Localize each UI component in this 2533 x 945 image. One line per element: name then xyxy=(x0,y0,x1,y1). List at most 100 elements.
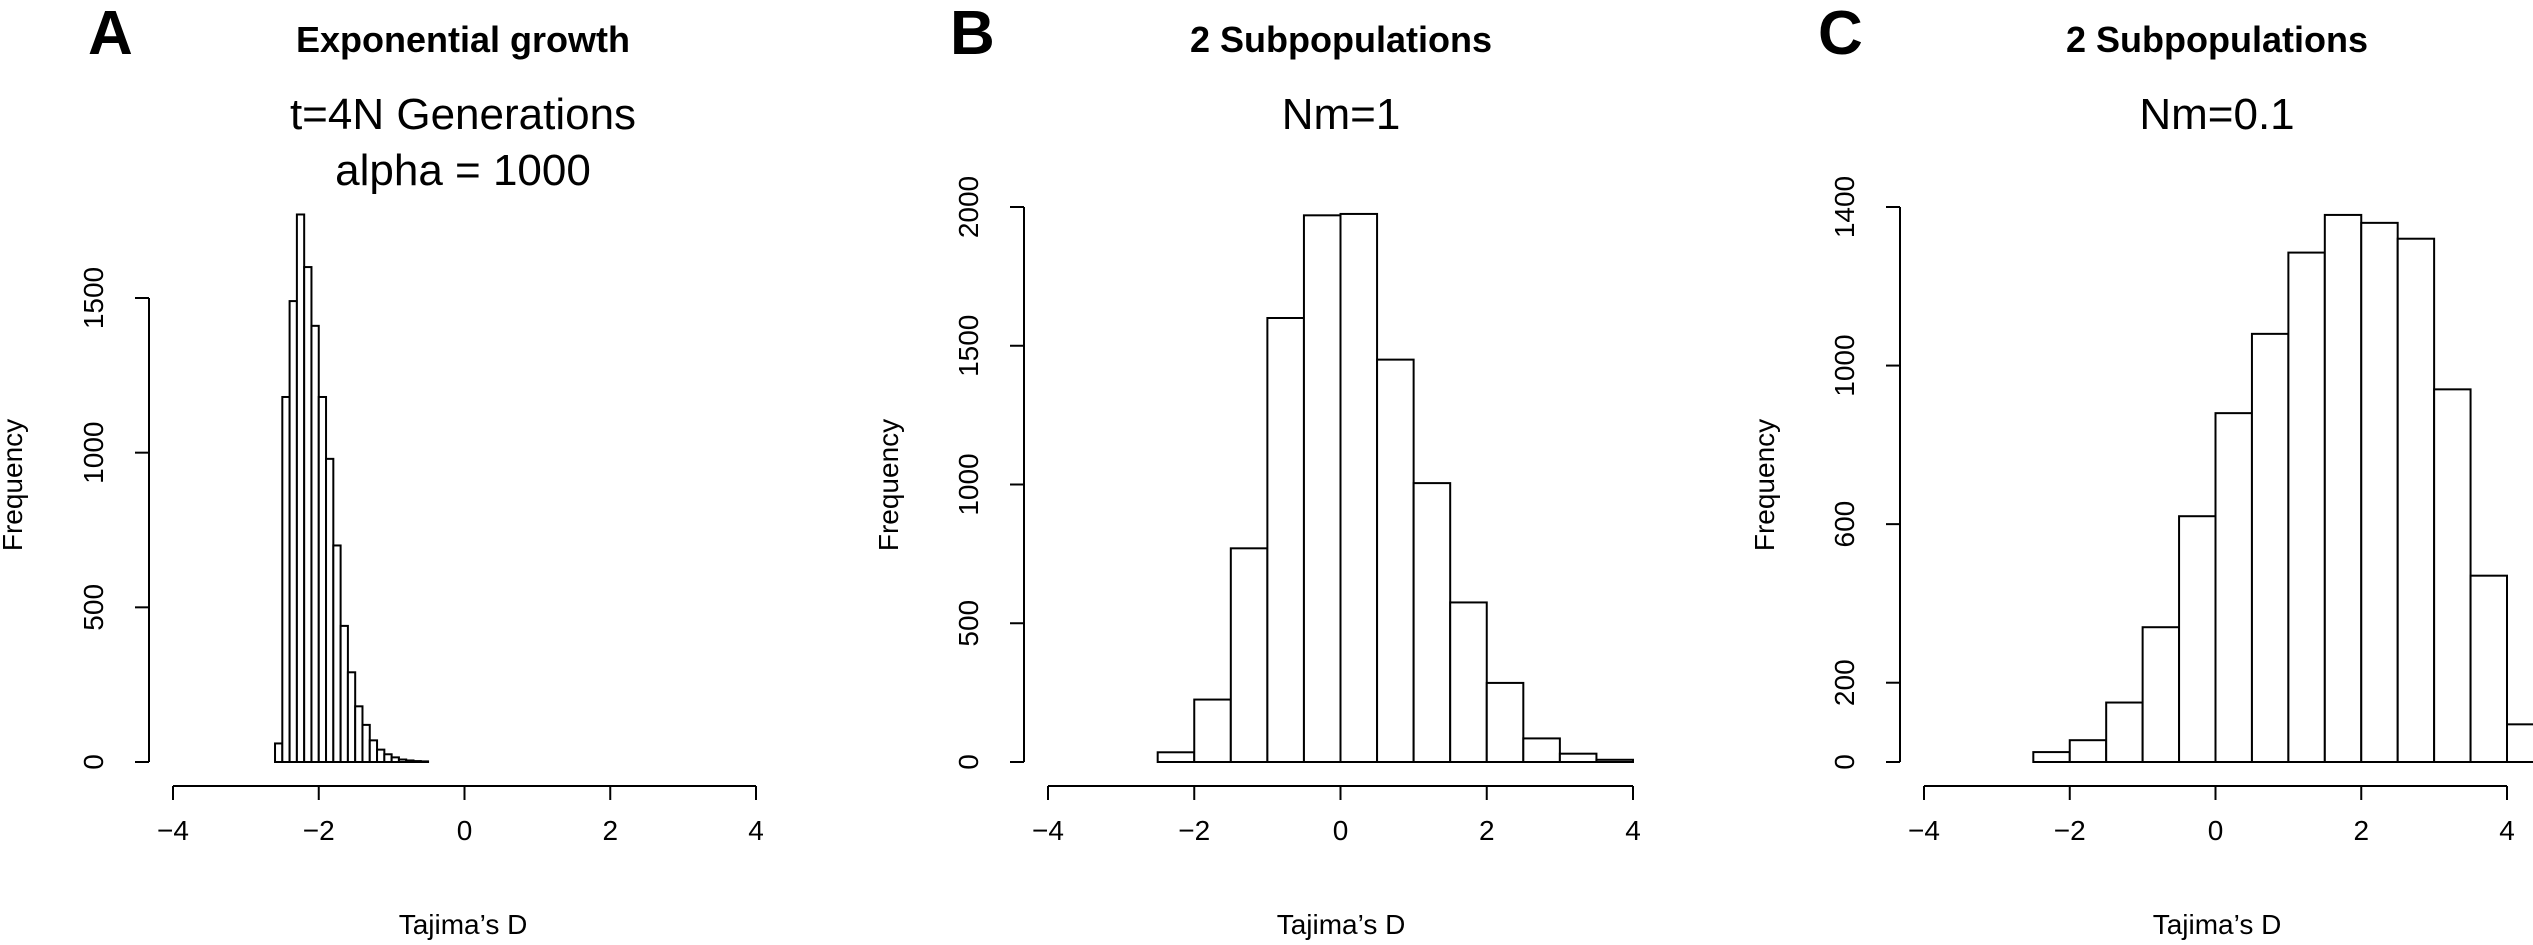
x-tick-label: 4 xyxy=(1625,815,1641,846)
panel-subtitle-line-2: alpha = 1000 xyxy=(335,146,591,195)
panel-letter: B xyxy=(950,0,995,68)
panel-title: Exponential growth xyxy=(296,19,630,60)
histogram-bar xyxy=(1558,752,1598,763)
y-tick-label: 200 xyxy=(1829,659,1860,706)
histogram-bar xyxy=(1193,698,1232,763)
x-tick-label: −4 xyxy=(1032,815,1064,846)
y-tick-label: 1400 xyxy=(1829,176,1860,238)
histogram-bar xyxy=(281,395,291,763)
y-tick-label: 0 xyxy=(78,754,109,770)
histogram-bar xyxy=(2396,237,2436,763)
x-axis: −4 −2 0 2 4 xyxy=(1908,785,2515,846)
histogram-bar xyxy=(303,266,313,763)
x-tick-label: −2 xyxy=(1178,815,1210,846)
histogram-bar xyxy=(310,324,320,763)
x-axis: −4 −2 0 2 4 xyxy=(1032,785,1641,846)
y-tick-label: 1000 xyxy=(78,422,109,484)
y-tick-label: 2000 xyxy=(953,176,984,238)
panel-b: B 2 Subpopulations Nm=1 Tajima’s D Frequ… xyxy=(873,0,1641,940)
bars xyxy=(2032,213,2533,764)
histogram-bar xyxy=(325,457,335,763)
histogram-bar xyxy=(339,624,349,763)
y-axis: 0 200 600 1000 1400 xyxy=(1829,176,1901,770)
y-tick-label: 0 xyxy=(1829,754,1860,770)
y-tick-label: 0 xyxy=(953,754,984,770)
histogram-bar xyxy=(2178,515,2217,764)
y-axis-label: Frequency xyxy=(873,419,904,551)
bars xyxy=(1156,212,1634,764)
histogram-bar xyxy=(2214,412,2253,763)
panel-subtitle-line-1: Nm=0.1 xyxy=(2139,90,2294,139)
histogram-bar xyxy=(1595,758,1634,764)
histogram-bar xyxy=(1485,681,1525,763)
panel-title: 2 Subpopulations xyxy=(1190,19,1492,60)
x-tick-label: −2 xyxy=(2054,815,2086,846)
histogram-bar xyxy=(390,756,400,763)
histogram-bar xyxy=(405,759,415,763)
y-tick-label: 1000 xyxy=(953,453,984,515)
panel-subtitle-line-1: Nm=1 xyxy=(1282,90,1401,139)
y-tick-label: 500 xyxy=(953,600,984,647)
histogram-bar xyxy=(1522,737,1561,763)
histogram-bar xyxy=(397,758,408,763)
x-tick-label: −4 xyxy=(1908,815,1940,846)
panel-c: C 2 Subpopulations Nm=0.1 Tajima’s D Fre… xyxy=(1749,0,2533,940)
x-axis-label: Tajima’s D xyxy=(2153,909,2282,940)
y-tick-label: 1500 xyxy=(78,267,109,329)
histogram-bar xyxy=(2433,388,2472,763)
histogram-bar xyxy=(368,739,379,764)
histogram-bar xyxy=(2068,739,2108,763)
histogram-bar xyxy=(346,671,357,763)
y-axis: 0 500 1000 1500 2000 xyxy=(953,176,1025,770)
panel-a: A Exponential growth t=4N Generations al… xyxy=(0,0,764,940)
x-axis-label: Tajima’s D xyxy=(1277,909,1406,940)
x-tick-label: 4 xyxy=(748,815,764,846)
histogram-bar xyxy=(2360,221,2399,764)
histogram-bar xyxy=(354,705,364,764)
histogram-bar xyxy=(2506,723,2533,764)
x-tick-label: 2 xyxy=(1479,815,1495,846)
histogram-bar xyxy=(1156,751,1196,763)
panel-subtitle-line-1: t=4N Generations xyxy=(290,90,636,139)
histogram-bar xyxy=(2469,574,2508,764)
x-tick-label: 0 xyxy=(1333,815,1349,846)
panel-letter: A xyxy=(88,0,133,68)
histogram-bar xyxy=(419,760,430,764)
histogram-bar xyxy=(274,742,284,764)
x-tick-label: 4 xyxy=(2499,815,2515,846)
y-axis: 0 500 1000 1500 xyxy=(78,267,150,770)
histogram-bar xyxy=(295,213,306,764)
y-tick-label: 1000 xyxy=(1829,334,1860,396)
x-tick-label: 0 xyxy=(457,815,473,846)
histogram-bar xyxy=(383,753,393,763)
y-axis-label: Frequency xyxy=(1749,419,1780,551)
x-tick-label: 2 xyxy=(602,815,618,846)
histogram-bar xyxy=(2141,626,2181,764)
histogram-bar xyxy=(361,723,371,764)
x-tick-label: −2 xyxy=(303,815,335,846)
histogram-bar xyxy=(1302,214,1342,763)
panel-letter: C xyxy=(1818,0,1863,68)
histogram-bar xyxy=(412,760,422,764)
histogram-bar xyxy=(332,544,342,764)
histogram-bar xyxy=(2032,751,2071,764)
x-tick-label: 2 xyxy=(2353,815,2369,846)
histogram-bar xyxy=(1449,601,1488,763)
histogram-bar xyxy=(1412,482,1452,763)
x-tick-label: −4 xyxy=(157,815,189,846)
y-tick-label: 500 xyxy=(78,584,109,631)
histogram-bar xyxy=(317,395,328,763)
histogram-bar xyxy=(2287,251,2326,763)
x-tick-label: 0 xyxy=(2208,815,2224,846)
y-tick-label: 600 xyxy=(1829,501,1860,548)
histogram-bar xyxy=(2250,332,2290,763)
histogram-bar xyxy=(288,300,298,763)
x-axis-label: Tajima’s D xyxy=(399,909,528,940)
x-axis: −4 −2 0 2 4 xyxy=(157,785,764,846)
histogram-bar xyxy=(2105,701,2144,763)
histogram-bar xyxy=(1229,547,1269,764)
y-axis-label: Frequency xyxy=(0,419,28,551)
histogram-bar xyxy=(1266,317,1305,763)
bars xyxy=(274,213,430,764)
